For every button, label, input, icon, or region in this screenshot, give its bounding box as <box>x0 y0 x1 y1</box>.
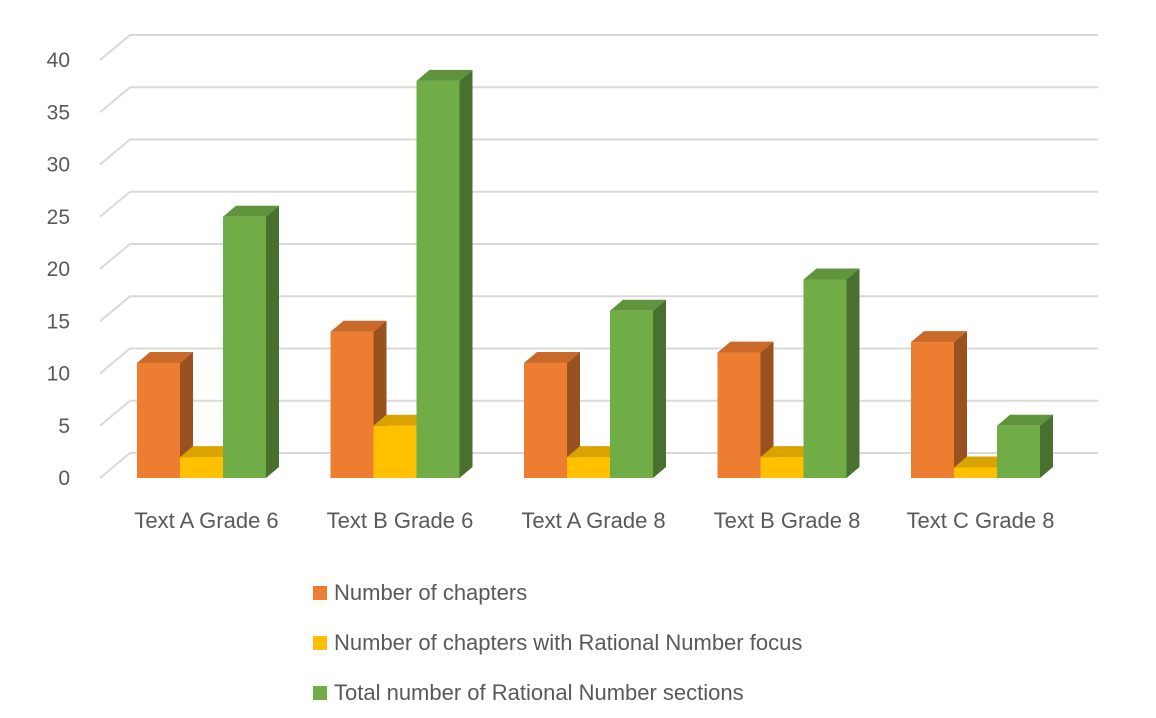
bar <box>997 414 1053 478</box>
legend-swatch-chapters <box>313 586 327 600</box>
x-category-label: Text A Grade 8 <box>521 508 665 533</box>
gridline <box>99 34 1098 61</box>
bar-front <box>373 425 417 478</box>
bar-top <box>524 352 580 364</box>
bar-top <box>997 414 1053 426</box>
bar-side <box>760 341 774 478</box>
bar-front <box>803 279 847 478</box>
gridline <box>99 347 1098 375</box>
legend-item-chapters: Number of chapters <box>313 568 802 618</box>
bar-top <box>416 69 473 81</box>
bar-side <box>846 268 860 478</box>
bar-top <box>373 414 430 426</box>
gridline <box>99 138 1098 166</box>
bar-group <box>524 299 666 478</box>
bar-group <box>717 268 860 478</box>
bar-front <box>717 352 761 478</box>
bar-top <box>911 331 967 343</box>
y-tick-label: 25 <box>47 206 70 229</box>
legend: Number of chapters Number of chapters wi… <box>313 568 802 718</box>
legend-label-rational-focus: Number of chapters with Rational Number … <box>334 630 803 655</box>
bar-front <box>760 457 804 478</box>
bar-front <box>524 363 567 478</box>
y-axis-tick-labels: 0 5 10 15 20 25 30 35 40 <box>47 49 70 490</box>
x-axis-category-labels: Text A Grade 6 Text B Grade 6 Text A Grade… <box>134 508 1054 533</box>
y-tick-label: 40 <box>47 49 70 72</box>
bar-front <box>911 342 954 478</box>
bar <box>223 205 279 478</box>
bar-top <box>330 320 387 332</box>
bar-top <box>760 446 817 458</box>
y-tick-label: 0 <box>58 467 70 490</box>
bar-side <box>653 299 666 478</box>
bar-side <box>266 205 279 478</box>
bar-front <box>954 467 997 478</box>
bar-side <box>954 331 967 478</box>
bar-side <box>180 352 193 478</box>
x-category-label: Text C Grade 8 <box>907 508 1055 533</box>
bar-front <box>223 216 266 478</box>
gridlines <box>99 34 1098 479</box>
legend-item-rational-focus: Number of chapters with Rational Number … <box>313 618 802 668</box>
bar <box>137 352 193 478</box>
bar <box>803 268 860 478</box>
bar <box>610 299 666 478</box>
y-tick-label: 20 <box>47 258 70 281</box>
gridline <box>99 86 1098 114</box>
bar-front <box>180 457 223 478</box>
bar-top <box>137 352 193 364</box>
bar-top <box>610 299 666 311</box>
bar-front <box>330 331 374 478</box>
x-category-label: Text B Grade 6 <box>327 508 474 533</box>
x-category-label: Text B Grade 8 <box>714 508 861 533</box>
legend-item-rational-sections: Total number of Rational Number sections <box>313 668 802 718</box>
y-tick-label: 10 <box>47 363 70 386</box>
bar-top <box>223 205 279 217</box>
bar <box>524 352 580 478</box>
bar <box>567 446 623 478</box>
y-tick-label: 30 <box>47 154 70 177</box>
legend-label-chapters: Number of chapters <box>334 580 528 605</box>
bar <box>416 69 473 479</box>
bar-side <box>567 352 580 478</box>
bar-front <box>137 363 180 478</box>
bars <box>137 69 1053 479</box>
gridline <box>99 399 1098 427</box>
bar-top <box>567 446 623 458</box>
bar-side <box>1040 414 1053 478</box>
x-category-label: Text A Grade 6 <box>134 508 278 533</box>
bar-group <box>911 331 1053 478</box>
y-tick-label: 35 <box>47 101 70 124</box>
y-tick-label: 5 <box>58 415 70 438</box>
bar <box>717 341 774 478</box>
gridline <box>99 295 1098 323</box>
bar-front <box>997 425 1040 478</box>
legend-swatch-rational-focus <box>313 636 327 650</box>
bar-top <box>717 341 774 353</box>
gridline <box>99 243 1098 270</box>
bar-front <box>416 80 460 479</box>
bar-top <box>803 268 860 280</box>
y-tick-label: 15 <box>47 310 70 333</box>
gridline <box>99 190 1098 218</box>
legend-swatch-rational-sections <box>313 686 327 700</box>
bar-group <box>137 205 279 478</box>
bar-side <box>459 69 473 479</box>
bar <box>911 331 967 478</box>
bar-front <box>610 310 653 478</box>
bar-group <box>330 69 473 479</box>
bar-top <box>180 446 236 458</box>
bar-front <box>567 457 610 478</box>
bar-top <box>954 456 1010 468</box>
legend-label-rational-sections: Total number of Rational Number sections <box>334 680 744 705</box>
